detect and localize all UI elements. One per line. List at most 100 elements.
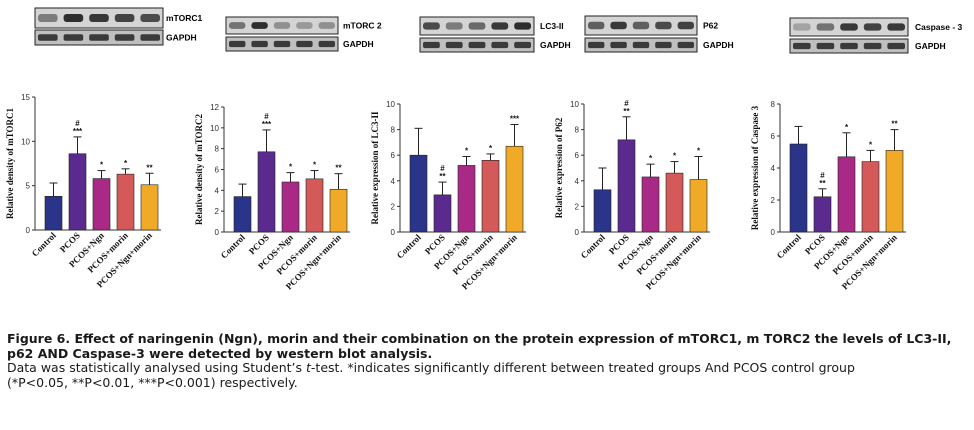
y-tick-label: 8 <box>391 126 396 135</box>
y-tick-label: 10 <box>210 124 219 133</box>
blot-band <box>468 22 486 30</box>
y-tick-label: 8 <box>771 100 776 109</box>
bar-chart-2: 0 2 4 6 8 10 12 Relative density of mTORC2 Contr… <box>194 103 350 292</box>
y-tick-label: 6 <box>771 132 776 141</box>
y-tick-label: 4 <box>215 186 220 195</box>
bar <box>281 181 300 233</box>
bar <box>140 184 159 231</box>
blot-band <box>423 22 440 30</box>
significance-label: * <box>489 144 493 153</box>
y-axis-label: Relative density of mTORC1 <box>5 107 15 219</box>
category-label: Control <box>579 232 608 261</box>
y-tick-label: 2 <box>215 207 220 216</box>
significance-label: ** <box>146 163 153 172</box>
gapdh-band <box>38 34 58 41</box>
caption-body-italic: t <box>306 360 311 376</box>
bar <box>593 189 612 233</box>
significance-label: *** <box>262 120 272 129</box>
blot-band <box>491 22 509 30</box>
y-tick-label: 10 <box>21 137 30 146</box>
significance-label: * <box>465 146 469 155</box>
significance-label: ** <box>335 164 342 173</box>
blot-band <box>632 21 650 30</box>
bar <box>44 196 63 231</box>
blot-band <box>445 22 463 30</box>
y-tick-label: 15 <box>21 93 30 102</box>
gapdh-band <box>63 34 84 41</box>
y-tick-label: 0 <box>215 228 220 237</box>
significance-label: *** <box>73 127 83 136</box>
blot-band <box>677 21 694 30</box>
y-tick-label: 6 <box>575 151 580 160</box>
significance-label: # <box>820 171 825 180</box>
bar-chart-5: 0 2 4 6 8 Relative expression of Caspase 3 Con… <box>750 100 906 292</box>
bar <box>689 179 708 233</box>
significance-label: * <box>649 154 653 163</box>
blot-band <box>514 22 531 30</box>
y-axis-label: Relative expression of Caspase 3 <box>750 105 760 230</box>
blot-band <box>610 21 627 30</box>
figure-caption: Figure 6. Effect of naringenin (Ngn), mo… <box>7 331 969 390</box>
bar <box>641 176 660 233</box>
significance-label: * <box>313 161 317 170</box>
y-tick-label: 4 <box>575 177 580 186</box>
significance-label: ** <box>623 107 630 116</box>
bar <box>409 154 428 233</box>
y-axis-label: Relative expression of P62 <box>554 117 564 218</box>
significance-label: ** <box>819 179 826 188</box>
blot-gapdh-label: GAPDH <box>166 33 197 43</box>
y-tick-label: 12 <box>210 103 219 112</box>
western-blot-2: mTORC 2 GAPDH <box>225 16 382 52</box>
bar <box>257 151 276 233</box>
category-label: Control <box>775 232 804 261</box>
significance-label: * <box>289 163 293 172</box>
bar <box>329 188 348 233</box>
y-tick-label: 8 <box>215 145 220 154</box>
bar <box>885 150 904 233</box>
significance-label: # <box>624 99 629 108</box>
blot-band <box>140 14 160 22</box>
gapdh-band <box>863 42 882 50</box>
blot-protein-strip <box>225 16 339 35</box>
gapdh-band <box>632 41 650 49</box>
blot-band <box>273 22 291 29</box>
significance-label: # <box>440 164 445 173</box>
bar <box>665 172 684 233</box>
caption-body-prefix: Data was statistically analysed using St… <box>7 360 306 376</box>
bar <box>861 161 880 233</box>
bar <box>481 160 500 233</box>
blot-band <box>793 23 811 31</box>
bar <box>505 145 524 233</box>
bar-chart-4: 0 2 4 6 8 10 Relative expression of P62 Control… <box>554 99 710 292</box>
gapdh-band <box>677 41 694 49</box>
gapdh-band <box>423 41 440 49</box>
gapdh-band <box>468 41 486 49</box>
bar <box>233 196 252 233</box>
gapdh-band <box>318 40 335 48</box>
significance-label: * <box>124 159 128 168</box>
caption-title: Figure 6. Effect of naringenin (Ngn), mo… <box>7 331 952 361</box>
bar <box>457 165 476 233</box>
bar <box>813 196 832 233</box>
y-tick-label: 8 <box>575 126 580 135</box>
blot-protein-label: Caspase - 3 <box>915 22 963 32</box>
significance-label: * <box>869 140 873 149</box>
significance-label: * <box>845 123 849 132</box>
category-label: Control <box>30 230 59 259</box>
caption-body-line2: (*P<0.05, **P<0.01, ***P<0.001) respecti… <box>7 374 298 390</box>
blot-band <box>887 23 905 31</box>
y-tick-label: 4 <box>391 177 396 186</box>
gapdh-band <box>114 34 135 41</box>
gapdh-band <box>273 40 291 48</box>
category-label: Control <box>219 232 248 261</box>
blot-band <box>38 14 58 22</box>
gapdh-band <box>816 42 835 50</box>
blot-protein-label: mTORC1 <box>166 13 202 23</box>
y-axis-label: Relative expression of LC3-II <box>370 111 380 225</box>
bar-chart-3: 0 2 4 6 8 10 Relative expression of LC3-II Cont… <box>370 100 526 292</box>
significance-label: * <box>673 152 677 161</box>
y-tick-label: 4 <box>771 164 776 173</box>
bar <box>617 139 636 233</box>
blot-band <box>588 21 605 30</box>
gapdh-band <box>840 42 858 50</box>
